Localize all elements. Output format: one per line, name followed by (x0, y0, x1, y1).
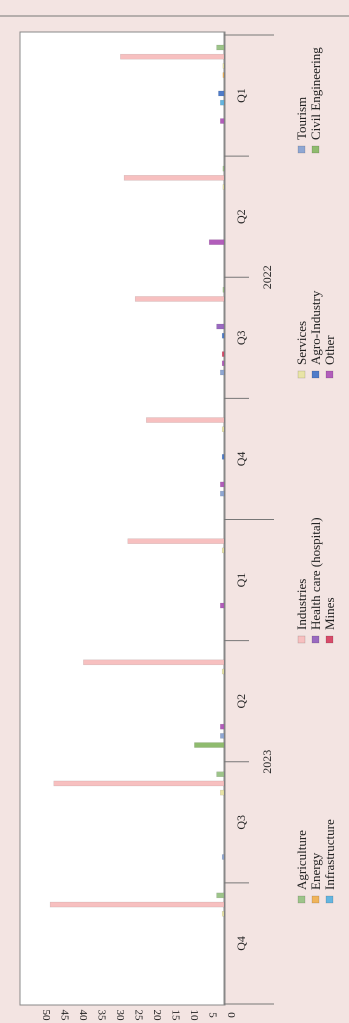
quarter-label: Q3 (234, 815, 248, 830)
bar (222, 184, 225, 190)
legend-label: Energy (308, 852, 323, 890)
value-tick-label: 20 (151, 1010, 163, 1022)
bar (221, 668, 225, 675)
bar (220, 789, 225, 796)
bar (220, 733, 225, 739)
bar (49, 901, 225, 908)
legend-swatch (297, 895, 306, 904)
bar (221, 547, 225, 554)
legend-swatch (311, 370, 320, 379)
value-tick-label: 45 (59, 1010, 71, 1022)
legend-swatch (325, 895, 334, 904)
bar (220, 481, 225, 488)
legend-swatch (325, 635, 334, 644)
bar (221, 351, 225, 357)
legend-label: Tourism (294, 97, 309, 140)
bar (221, 332, 225, 339)
legend-label: Mines (322, 598, 337, 631)
year-label: 2022 (260, 265, 274, 289)
bar (221, 854, 225, 860)
bar (216, 771, 225, 777)
legend-label: Agro-Industry (308, 290, 323, 365)
legend-label: Services (294, 321, 309, 365)
bar (222, 165, 225, 172)
legend-swatch (311, 635, 320, 644)
legend-label: Agriculture (294, 830, 309, 890)
value-tick-label: 5 (207, 1012, 219, 1018)
bar (216, 323, 225, 330)
bar (146, 417, 225, 423)
bar (216, 44, 225, 51)
legend-swatch (311, 895, 320, 904)
legend-swatch (311, 145, 320, 154)
legend-swatch (297, 370, 306, 379)
bar (222, 72, 225, 78)
bar (218, 90, 225, 97)
legend-label: Health care (hospital) (308, 517, 323, 630)
year-label: 2023 (260, 750, 274, 774)
bar (221, 360, 225, 367)
bar (221, 454, 225, 460)
value-tick-label: 50 (40, 1010, 52, 1022)
quarter-label: Q2 (234, 209, 248, 224)
bar (208, 239, 225, 245)
value-tick-label: 25 (133, 1010, 145, 1022)
quarter-label: Q2 (234, 694, 248, 709)
bar (53, 780, 225, 787)
value-tick-label: 0 (225, 1012, 237, 1018)
bar (216, 892, 225, 899)
legend-swatch (297, 145, 306, 154)
bar (127, 538, 225, 544)
bar (83, 659, 225, 666)
quarter-label: Q4 (234, 936, 248, 951)
value-tick-label: 40 (77, 1010, 89, 1022)
value-tick-label: 35 (96, 1010, 108, 1022)
bar (221, 911, 225, 917)
legend-label: Infrastructure (322, 819, 337, 890)
bar (123, 175, 225, 181)
bar (220, 490, 225, 497)
value-tick-label: 10 (188, 1010, 200, 1022)
bar (220, 99, 225, 106)
quarter-label: Q3 (234, 330, 248, 345)
bar (220, 723, 225, 730)
quarter-label: Q4 (234, 452, 248, 467)
bar (120, 53, 225, 60)
value-tick-label: 30 (114, 1010, 126, 1022)
bar (220, 369, 225, 376)
bar (194, 742, 225, 748)
legend-label: Industries (294, 579, 309, 630)
bar (134, 296, 225, 302)
quarter-label: Q1 (234, 88, 248, 103)
legend-label: Other (322, 335, 337, 365)
legend-label: Civil Engineering (308, 47, 323, 140)
bar (222, 287, 225, 293)
quarter-label: Q1 (234, 573, 248, 588)
bar (220, 602, 225, 609)
legend-swatch (297, 635, 306, 644)
bar (220, 118, 225, 124)
bar (221, 426, 225, 433)
legend-swatch (325, 370, 334, 379)
bar (222, 63, 225, 69)
value-tick-label: 15 (170, 1010, 182, 1022)
